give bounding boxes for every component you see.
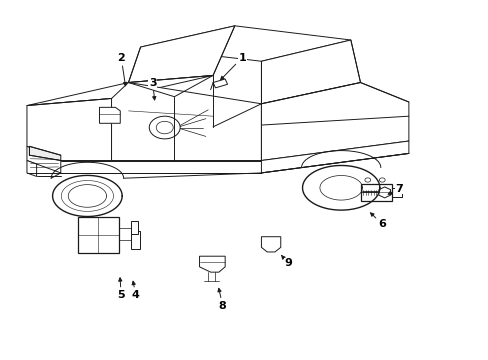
Polygon shape bbox=[27, 76, 213, 105]
Polygon shape bbox=[360, 184, 391, 201]
Polygon shape bbox=[78, 217, 119, 253]
Polygon shape bbox=[199, 256, 224, 272]
Polygon shape bbox=[111, 82, 261, 161]
Polygon shape bbox=[29, 146, 61, 161]
Polygon shape bbox=[261, 82, 408, 161]
Polygon shape bbox=[27, 146, 61, 173]
Text: 5: 5 bbox=[117, 278, 125, 300]
Polygon shape bbox=[131, 231, 139, 249]
Circle shape bbox=[364, 178, 370, 182]
Text: 9: 9 bbox=[281, 256, 291, 268]
Circle shape bbox=[149, 116, 180, 139]
Polygon shape bbox=[128, 26, 234, 82]
Polygon shape bbox=[99, 107, 120, 123]
Text: 3: 3 bbox=[148, 77, 156, 100]
Polygon shape bbox=[261, 40, 360, 104]
Polygon shape bbox=[261, 237, 280, 252]
Circle shape bbox=[379, 178, 385, 182]
Text: 7: 7 bbox=[387, 184, 402, 194]
Polygon shape bbox=[213, 79, 227, 88]
Polygon shape bbox=[261, 141, 408, 173]
Polygon shape bbox=[27, 99, 111, 161]
Polygon shape bbox=[27, 161, 37, 176]
Text: 1: 1 bbox=[220, 53, 245, 80]
Polygon shape bbox=[140, 26, 350, 61]
Text: 6: 6 bbox=[370, 213, 386, 229]
Text: 2: 2 bbox=[117, 53, 126, 86]
Polygon shape bbox=[131, 221, 138, 234]
Text: 8: 8 bbox=[218, 288, 226, 311]
Text: 4: 4 bbox=[132, 281, 140, 300]
Polygon shape bbox=[378, 187, 390, 198]
